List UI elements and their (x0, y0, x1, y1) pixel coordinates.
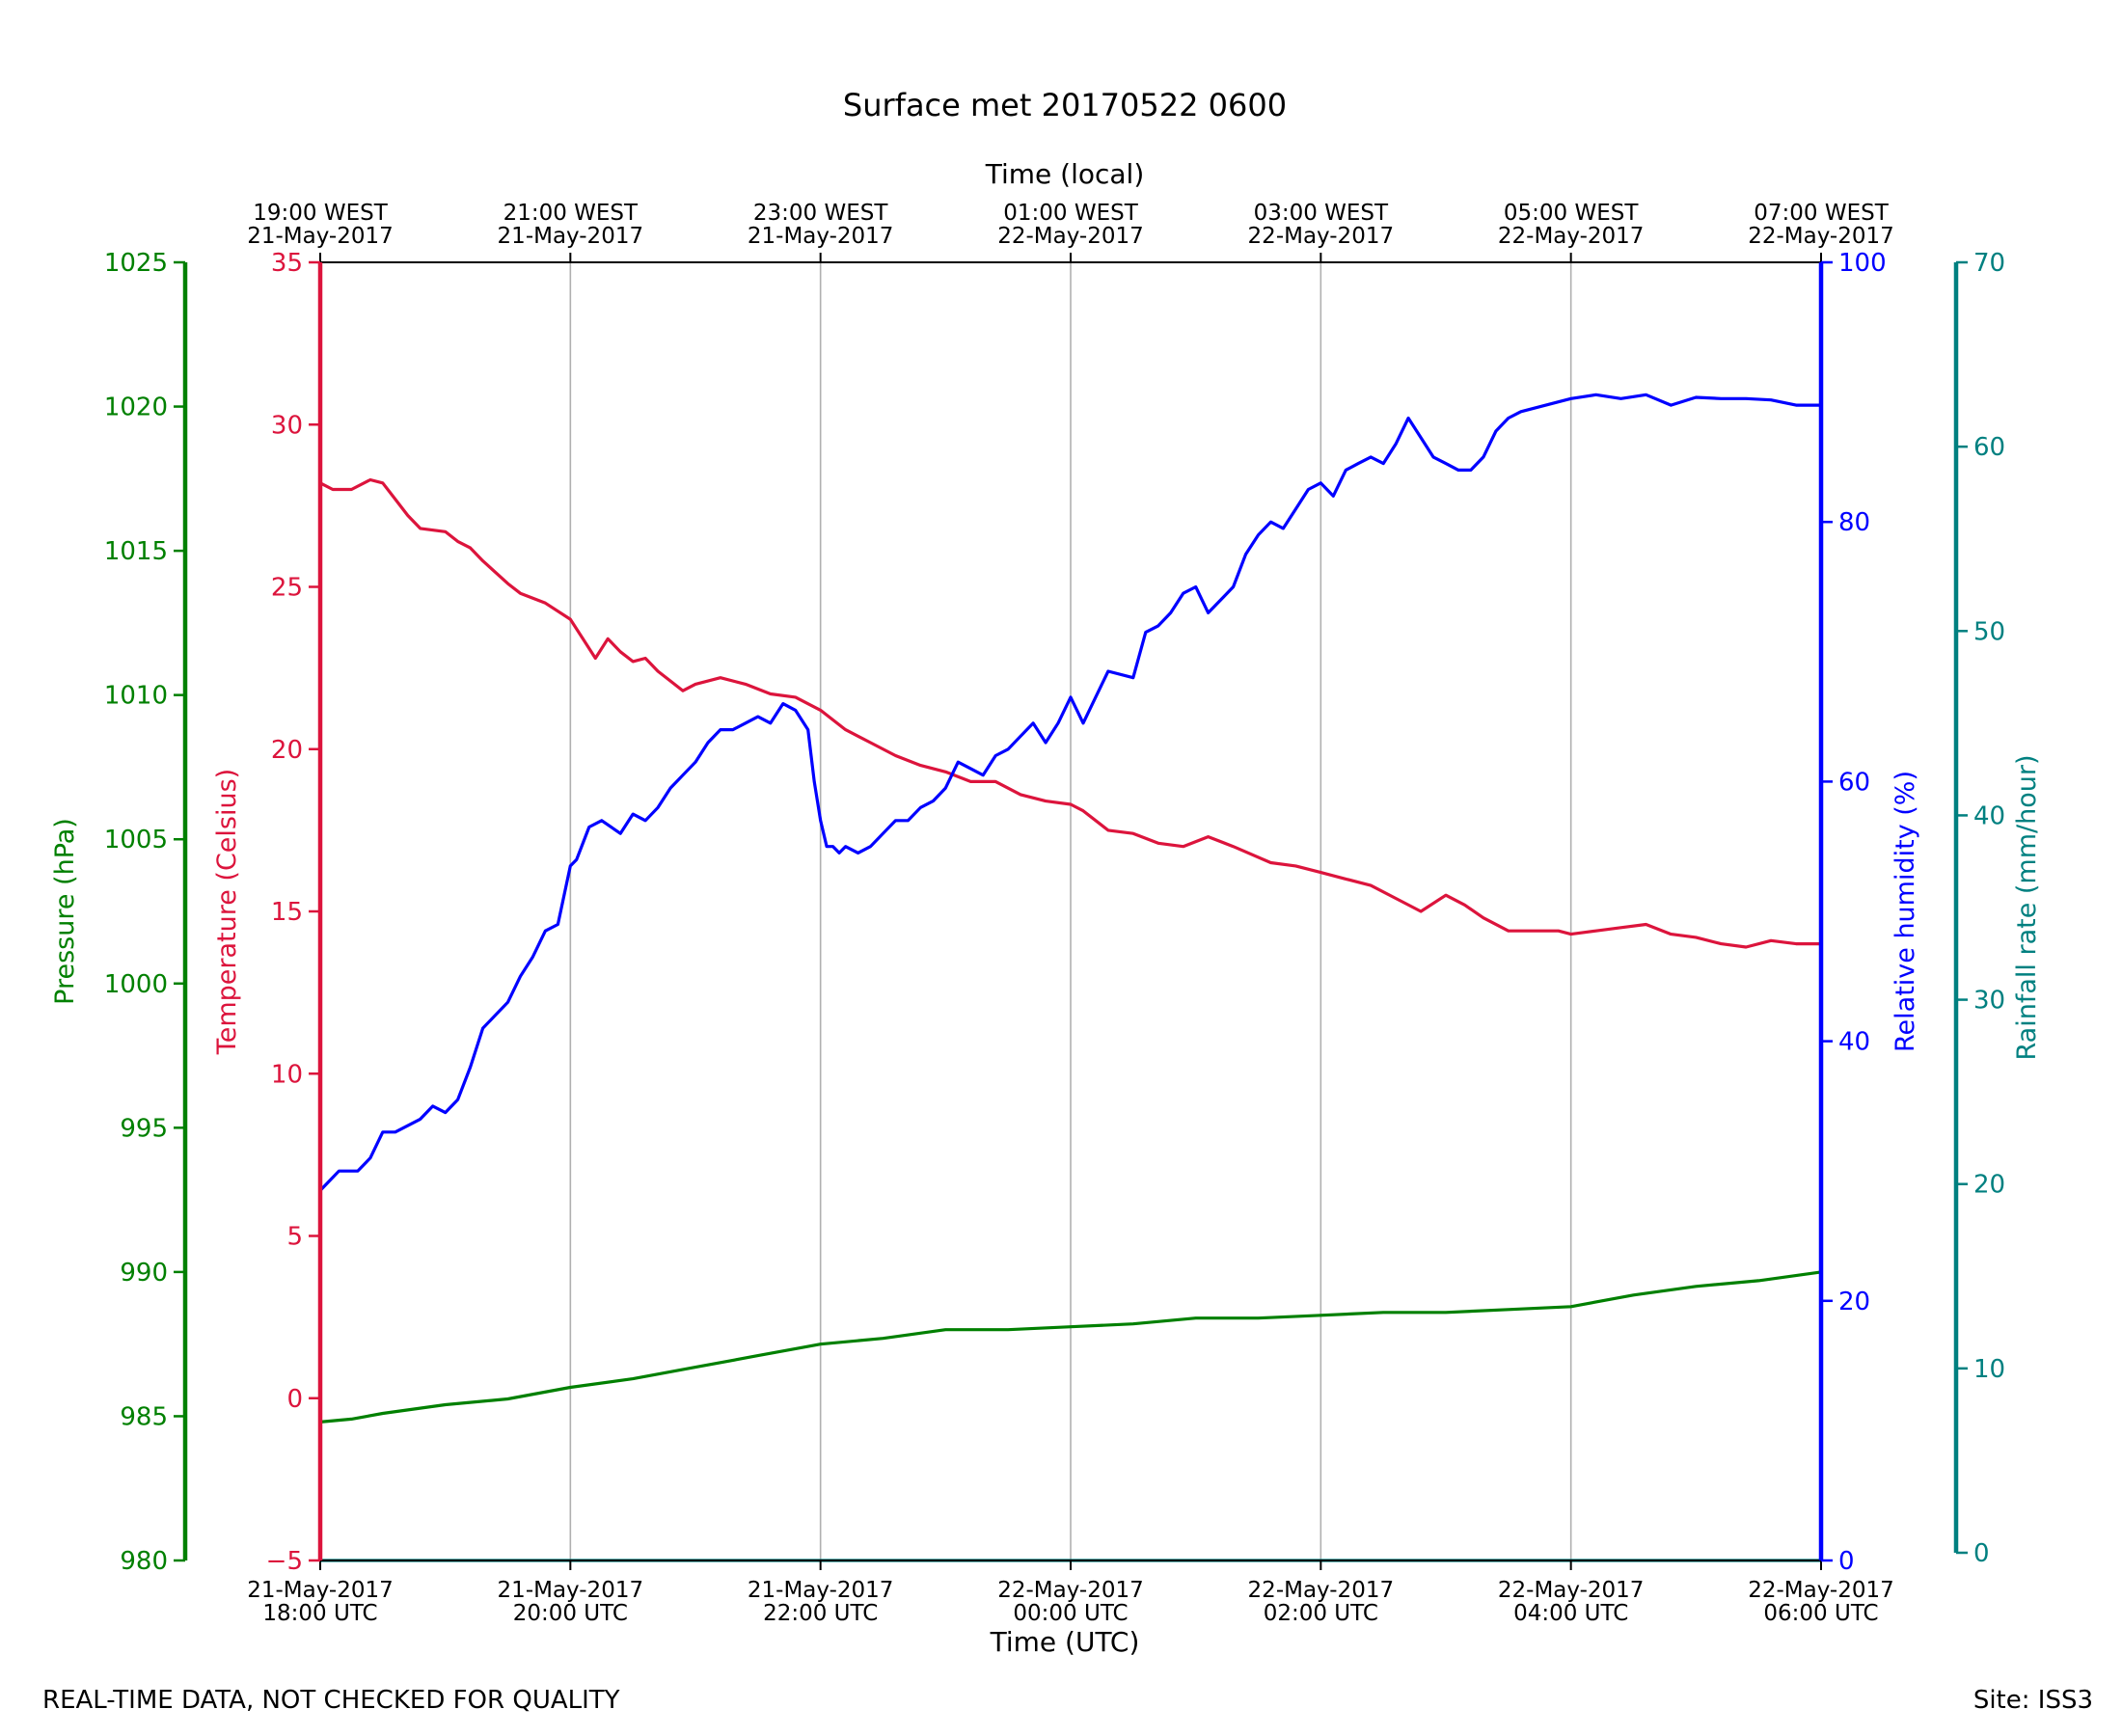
chart-title: Surface met 20170522 0600 (843, 87, 1287, 123)
tick-labels: 21-May-2017 18:00 UTC 21-May-2017 20:00 UTC… (50, 201, 2042, 1626)
y-tick-label-humidity-1: 20 (1838, 1288, 1870, 1316)
y-tick-label-temperature-6: 25 (271, 574, 303, 603)
top-axis-label: Time (local) (985, 158, 1145, 190)
series-line-humidity (318, 393, 1821, 1192)
y-tick-label-pressure-0: 980 (120, 1547, 168, 1576)
y-tick-label-pressure-7: 1015 (104, 537, 168, 566)
y-tick-label-temperature-7: 30 (271, 411, 303, 440)
y-tick-label-humidity-0: 0 (1838, 1547, 1855, 1576)
x-tick-label-local-6: 07:00 WEST 22-May-2017 (1748, 201, 1894, 249)
quality-disclaimer: REAL-TIME DATA, NOT CHECKED FOR QUALITY (42, 1686, 620, 1715)
axes (174, 253, 1968, 1570)
y-tick-label-rainfall-6: 60 (1973, 433, 2005, 462)
x-tick-label-utc-2: 21-May-2017 22:00 UTC (748, 1578, 894, 1626)
y-axis-label-temperature: Temperature (Celsius) (212, 769, 242, 1055)
y-tick-label-pressure-8: 1020 (104, 393, 168, 422)
y-tick-label-rainfall-3: 30 (1973, 987, 2005, 1016)
y-axis-label-pressure: Pressure (hPa) (50, 818, 80, 1005)
y-tick-label-pressure-5: 1005 (104, 826, 168, 854)
y-tick-label-rainfall-7: 70 (1973, 249, 2005, 278)
y-tick-label-pressure-1: 985 (120, 1402, 168, 1431)
x-tick-label-utc-3: 22-May-2017 00:00 UTC (997, 1578, 1144, 1626)
y-tick-label-temperature-5: 20 (271, 736, 303, 765)
x-tick-label-local-3: 01:00 WEST 22-May-2017 (997, 201, 1144, 249)
y-tick-label-pressure-9: 1025 (104, 249, 168, 278)
x-tick-label-local-2: 23:00 WEST 21-May-2017 (748, 201, 894, 249)
x-tick-label-local-4: 03:00 WEST 22-May-2017 (1248, 201, 1395, 249)
y-tick-label-humidity-4: 80 (1838, 508, 1870, 537)
y-tick-label-rainfall-5: 50 (1973, 617, 2005, 646)
y-tick-label-pressure-2: 990 (120, 1259, 168, 1288)
y-tick-label-pressure-4: 1000 (104, 970, 168, 999)
x-axis-label: Time (UTC) (990, 1626, 1140, 1658)
series-line-temperature (319, 477, 1821, 949)
y-axis-label-humidity: Relative humidity (%) (1891, 771, 1920, 1052)
y-tick-label-humidity-3: 60 (1838, 768, 1870, 797)
x-tick-label-utc-4: 22-May-2017 02:00 UTC (1248, 1578, 1395, 1626)
y-tick-label-humidity-5: 100 (1838, 249, 1887, 278)
x-tick-label-utc-1: 21-May-2017 20:00 UTC (498, 1578, 644, 1626)
x-tick-label-local-5: 05:00 WEST 22-May-2017 (1498, 201, 1645, 249)
y-tick-label-pressure-6: 1010 (104, 682, 168, 711)
y-tick-label-rainfall-4: 40 (1973, 801, 2005, 830)
y-tick-label-temperature-8: 35 (271, 249, 303, 278)
y-axis-label-rainfall: Rainfall rate (mm/hour) (2012, 755, 2042, 1061)
series-line-pressure (319, 1270, 1822, 1424)
x-tick-label-local-0: 19:00 WEST 21-May-2017 (247, 201, 394, 249)
x-tick-label-utc-6: 22-May-2017 06:00 UTC (1748, 1578, 1894, 1626)
x-tick-label-utc-0: 21-May-2017 18:00 UTC (247, 1578, 394, 1626)
y-tick-label-rainfall-0: 0 (1973, 1539, 1990, 1568)
y-tick-label-humidity-2: 40 (1838, 1028, 1870, 1057)
y-tick-label-pressure-3: 995 (120, 1114, 168, 1143)
y-tick-label-rainfall-2: 20 (1973, 1171, 2005, 1200)
y-tick-label-temperature-3: 10 (271, 1060, 303, 1089)
y-tick-label-temperature-4: 15 (271, 898, 303, 927)
y-tick-label-temperature-1: 0 (286, 1385, 303, 1414)
x-tick-label-local-1: 21:00 WEST 21-May-2017 (498, 201, 644, 249)
site-label: Site: ISS3 (1972, 1686, 2093, 1715)
x-tick-label-utc-5: 22-May-2017 04:00 UTC (1498, 1578, 1645, 1626)
y-tick-label-temperature-0: −5 (266, 1547, 303, 1576)
y-tick-label-temperature-2: 5 (286, 1223, 303, 1252)
y-tick-label-rainfall-1: 10 (1973, 1355, 2005, 1384)
